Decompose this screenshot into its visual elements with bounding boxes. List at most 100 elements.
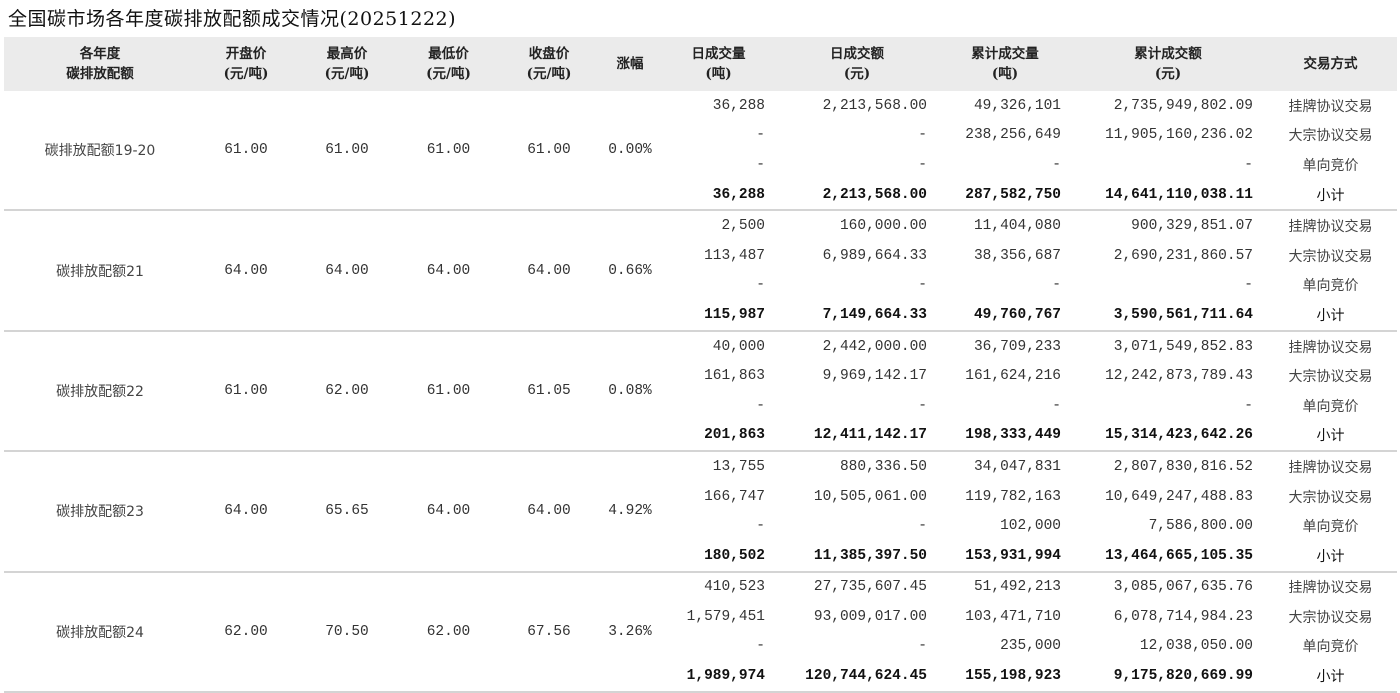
cell-daily-volume: 1,989,974 — [661, 661, 776, 693]
cell-cumulative-amount: - — [1244, 156, 1253, 173]
allowance-name: 碳排放配额21 — [4, 210, 196, 332]
cell-daily-amount: 10,505,061.00 — [813, 488, 927, 505]
table-row: 碳排放配额24 62.00 70.50 62.00 67.56 3.26% 410,523 2… — [4, 571, 1397, 693]
subtotal-row: 201,863 12,411,142.17 198,333,449 15,314,42… — [4, 420, 1397, 453]
header-line1: 日成交额 — [830, 46, 884, 62]
header-unit: (吨) — [991, 66, 1019, 82]
header-unit: (元/吨) — [324, 66, 370, 82]
cell-cumulative-volume: 102,000 — [1000, 518, 1061, 535]
cell-close: 67.56 — [499, 571, 599, 693]
cell-low: 64.00 — [398, 210, 499, 332]
cell-trade-method: 小计 — [1264, 420, 1397, 453]
cell-cumulative-volume: 153,931,994 — [938, 540, 1072, 573]
cell-change: 4.92% — [599, 451, 661, 573]
cell-change: 0.00% — [599, 91, 661, 212]
cell-trade-method: 挂牌协议交易 — [1288, 580, 1373, 597]
cell-trade-method: 大宗协议交易 — [1288, 369, 1373, 386]
cell-cumulative-volume: 238,256,649 — [965, 127, 1061, 144]
header-open-price: 开盘价 (元/吨) — [196, 37, 296, 91]
table-row: 碳排放配额21 64.00 64.00 64.00 64.00 0.66% 2,500 160… — [4, 210, 1397, 332]
cell-cumulative-volume: 161,624,216 — [965, 368, 1061, 385]
header-trade-method: 交易方式 — [1264, 37, 1397, 91]
cell-cumulative-volume: 155,198,923 — [938, 661, 1072, 693]
cell-daily-amount: - — [918, 127, 927, 144]
header-line1: 日成交量 — [691, 46, 746, 62]
cell-cumulative-volume: - — [1052, 277, 1061, 294]
header-line1: 涨幅 — [616, 56, 644, 72]
cell-cumulative-volume: 49,326,101 — [973, 97, 1061, 114]
cell-low: 61.00 — [398, 91, 499, 212]
cell-trade-method: 小计 — [1264, 179, 1397, 212]
cell-low: 61.00 — [398, 330, 499, 453]
cell-trade-method: 大宗协议交易 — [1288, 489, 1373, 506]
cell-trade-method: 挂牌协议交易 — [1288, 459, 1373, 476]
cell-daily-volume: 2,500 — [721, 218, 765, 235]
cell-daily-amount: 880,336.50 — [839, 458, 927, 475]
cell-cumulative-amount: 14,641,110,038.11 — [1072, 179, 1264, 212]
cell-cumulative-volume: 103,471,710 — [965, 608, 1061, 625]
header-unit: (元) — [1154, 66, 1182, 82]
table-header: 各年度 碳排放配额 开盘价 (元/吨) 最高价 (元/吨) 最低价 (元/吨) 收盘价 (元/吨)… — [4, 37, 1397, 91]
table-row: 碳排放配额23 64.00 65.65 64.00 64.00 4.92% 13,755 88… — [4, 451, 1397, 573]
table-row: - - - - 单向竞价 — [4, 150, 1397, 180]
cell-cumulative-amount: 12,242,873,789.43 — [1105, 368, 1253, 385]
cell-trade-method: 大宗协议交易 — [1288, 128, 1373, 145]
cell-cumulative-volume: - — [1052, 156, 1061, 173]
cell-daily-amount: 120,744,624.45 — [776, 661, 938, 693]
cell-cumulative-volume: 34,047,831 — [973, 458, 1061, 475]
cell-change: 0.08% — [599, 330, 661, 453]
cell-cumulative-amount: 900,329,851.07 — [1131, 218, 1253, 235]
cell-daily-volume: 13,755 — [712, 458, 765, 475]
cell-daily-amount: 2,213,568.00 — [776, 179, 938, 212]
cell-cumulative-volume: 235,000 — [1000, 638, 1061, 655]
cell-cumulative-amount: 9,175,820,669.99 — [1072, 661, 1264, 693]
cell-daily-volume: 36,288 — [712, 97, 765, 114]
header-line1: 最低价 — [428, 46, 469, 62]
cell-cumulative-amount: - — [1244, 277, 1253, 294]
header-line1: 交易方式 — [1303, 56, 1358, 72]
cell-cumulative-volume: 287,582,750 — [938, 179, 1072, 212]
table-row: - - 238,256,649 11,905,160,236.02 大宗协议交易 — [4, 121, 1397, 151]
cell-daily-volume: 115,987 — [661, 300, 776, 332]
cell-daily-volume: - — [756, 277, 765, 294]
table-row: - - 235,000 12,038,050.00 单向竞价 — [4, 632, 1397, 662]
cell-daily-volume: - — [756, 156, 765, 173]
cell-daily-amount: - — [918, 518, 927, 535]
cell-cumulative-amount: 13,464,665,105.35 — [1072, 540, 1264, 573]
cell-cumulative-volume: 38,356,687 — [973, 247, 1061, 264]
header-low-price: 最低价 (元/吨) — [398, 37, 499, 91]
cell-daily-volume: 180,502 — [661, 540, 776, 573]
header-unit: 碳排放配额 — [66, 66, 134, 82]
cell-cumulative-volume: 51,492,213 — [973, 579, 1061, 596]
cell-close: 61.00 — [499, 91, 599, 212]
cell-trade-method: 单向竞价 — [1302, 278, 1359, 295]
cell-daily-volume: 161,863 — [704, 368, 765, 385]
cell-cumulative-volume: 198,333,449 — [938, 420, 1072, 453]
header-unit: (吨) — [705, 66, 732, 82]
carbon-trading-table: 各年度 碳排放配额 开盘价 (元/吨) 最高价 (元/吨) 最低价 (元/吨) 收盘价 (元/吨)… — [4, 37, 1397, 693]
cell-cumulative-amount: 12,038,050.00 — [1139, 638, 1253, 655]
subtotal-row: 180,502 11,385,397.50 153,931,994 13,464,66… — [4, 540, 1397, 573]
cell-cumulative-amount: 11,905,160,236.02 — [1105, 127, 1253, 144]
header-allowance-year: 各年度 碳排放配额 — [4, 37, 196, 91]
cell-open: 64.00 — [196, 210, 296, 332]
table-row: 161,863 9,969,142.17 161,624,216 12,242,873… — [4, 361, 1397, 391]
header-change: 涨幅 — [599, 37, 661, 91]
cell-daily-amount: 2,442,000.00 — [822, 338, 927, 355]
cell-cumulative-amount: 3,085,067,635.76 — [1113, 579, 1253, 596]
cell-daily-volume: 113,487 — [704, 247, 765, 264]
cell-daily-amount: 11,385,397.50 — [776, 540, 938, 573]
cell-change: 0.66% — [599, 210, 661, 332]
header-cumulative-volume: 累计成交量 (吨) — [938, 37, 1072, 91]
header-line1: 累计成交量 — [971, 46, 1039, 62]
table-row: - - - - 单向竞价 — [4, 271, 1397, 301]
header-line1: 累计成交额 — [1134, 46, 1202, 62]
cell-daily-amount: 93,009,017.00 — [813, 608, 927, 625]
cell-cumulative-amount: 2,735,949,802.09 — [1113, 97, 1253, 114]
subtotal-row: 36,288 2,213,568.00 287,582,750 14,641,110,… — [4, 179, 1397, 212]
cell-open: 61.00 — [196, 91, 296, 212]
cell-daily-volume: 40,000 — [712, 338, 765, 355]
table-row: 113,487 6,989,664.33 38,356,687 2,690,231,8… — [4, 241, 1397, 271]
header-line1: 各年度 — [79, 46, 121, 62]
cell-change: 3.26% — [599, 571, 661, 693]
